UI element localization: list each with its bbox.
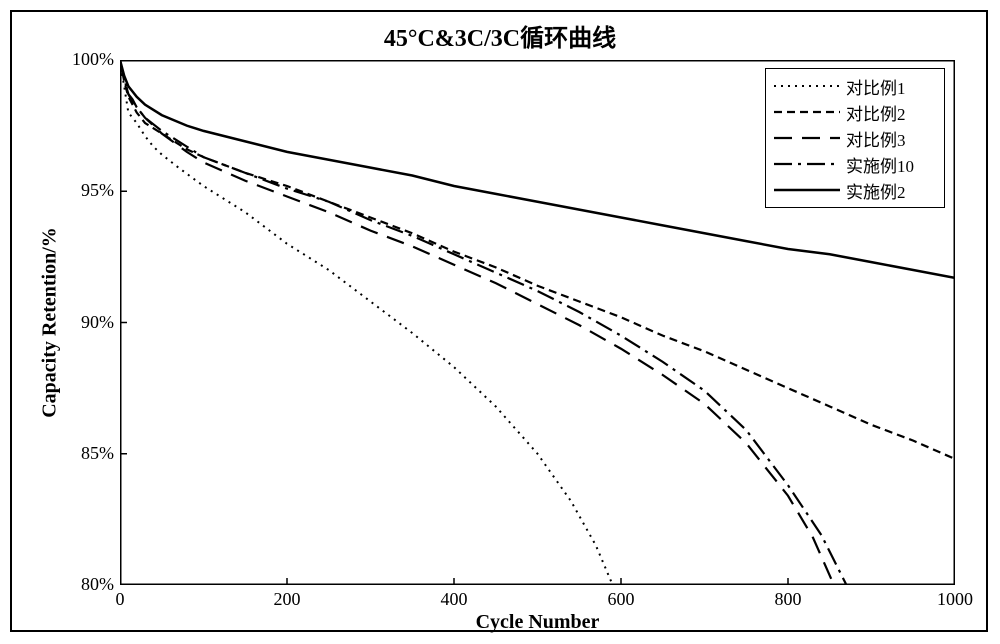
legend-item: 实施例10 xyxy=(772,151,938,177)
x-tick-label: 1000 xyxy=(935,589,975,610)
x-axis-label: Cycle Number xyxy=(458,611,618,634)
y-tick-label: 80% xyxy=(81,574,114,595)
series-s3 xyxy=(120,60,834,585)
y-axis-label: Capacity Retention/% xyxy=(39,192,62,452)
legend-label: 实施例10 xyxy=(846,152,914,177)
legend-item: 对比例3 xyxy=(772,125,938,151)
legend-label: 实施例2 xyxy=(846,178,906,203)
legend-label: 对比例2 xyxy=(846,100,906,125)
legend-item: 实施例2 xyxy=(772,177,938,203)
y-tick-label: 85% xyxy=(81,443,114,464)
series-s4 xyxy=(120,60,846,585)
legend-label: 对比例1 xyxy=(846,74,906,99)
y-tick-label: 90% xyxy=(81,312,114,333)
series-s1 xyxy=(120,60,613,585)
x-tick-label: 200 xyxy=(267,589,307,610)
chart-title: 45°C&3C/3C循环曲线 xyxy=(0,18,1000,53)
y-tick-label: 100% xyxy=(72,49,114,70)
x-tick-label: 400 xyxy=(434,589,474,610)
legend-item: 对比例2 xyxy=(772,99,938,125)
y-tick-label: 95% xyxy=(81,180,114,201)
legend-item: 对比例1 xyxy=(772,73,938,99)
x-tick-label: 800 xyxy=(768,589,808,610)
x-tick-label: 600 xyxy=(601,589,641,610)
legend-label: 对比例3 xyxy=(846,126,906,151)
legend: 对比例1对比例2对比例3实施例10实施例2 xyxy=(765,68,945,208)
